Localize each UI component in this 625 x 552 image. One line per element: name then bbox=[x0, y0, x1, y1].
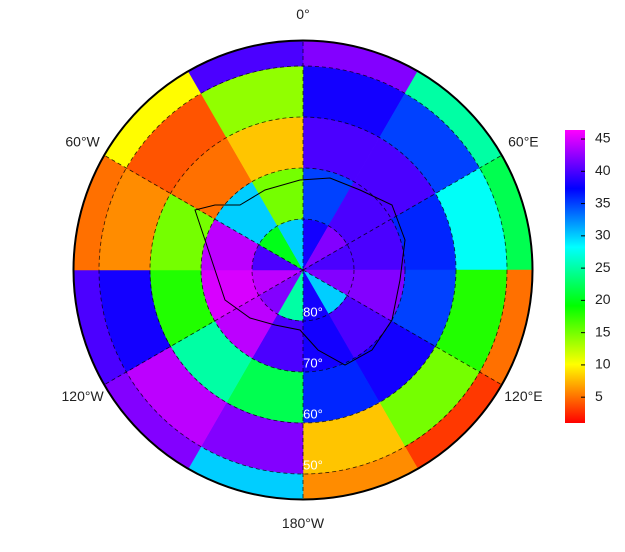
colorbar-label: 20 bbox=[595, 291, 611, 307]
colorbar: 5 10 15 20 25 30 35 40 45 bbox=[565, 130, 611, 423]
colorbar-label: 25 bbox=[595, 259, 611, 275]
heatmap-cells bbox=[73, 40, 533, 500]
meridian-line bbox=[302, 269, 502, 386]
longitude-label: 180°W bbox=[282, 515, 325, 531]
coastline bbox=[194, 177, 406, 366]
meridian-line bbox=[104, 269, 304, 386]
latitude-label: 80° bbox=[303, 304, 323, 319]
colorbar-label: 40 bbox=[595, 162, 611, 178]
longitude-label: 60°E bbox=[508, 133, 539, 149]
colorbar-scale bbox=[565, 130, 585, 423]
latitude-label: 70° bbox=[303, 355, 323, 370]
latitude-label: 50° bbox=[303, 457, 323, 472]
meridian-line bbox=[104, 154, 304, 271]
latitude-line bbox=[149, 116, 457, 424]
meridian-line bbox=[302, 154, 502, 271]
colorbar-label: 10 bbox=[595, 356, 611, 372]
labels: 80° 70° 60° 50° 0° 60°E 120°E 180°W 120°W 60°W bbox=[62, 6, 543, 531]
longitude-label: 120°E bbox=[504, 388, 542, 404]
map-border bbox=[72, 39, 534, 501]
longitude-label: 120°W bbox=[62, 388, 105, 404]
longitude-label: 0° bbox=[296, 6, 309, 22]
colorbar-label: 5 bbox=[595, 388, 603, 404]
colorbar-label: 35 bbox=[595, 194, 611, 210]
longitude-label: 60°W bbox=[65, 133, 100, 149]
colorbar-label: 45 bbox=[595, 130, 611, 146]
colorbar-label: 15 bbox=[595, 323, 611, 339]
graticule bbox=[98, 40, 508, 500]
latitude-label: 60° bbox=[303, 406, 323, 421]
colorbar-label: 30 bbox=[595, 227, 611, 243]
